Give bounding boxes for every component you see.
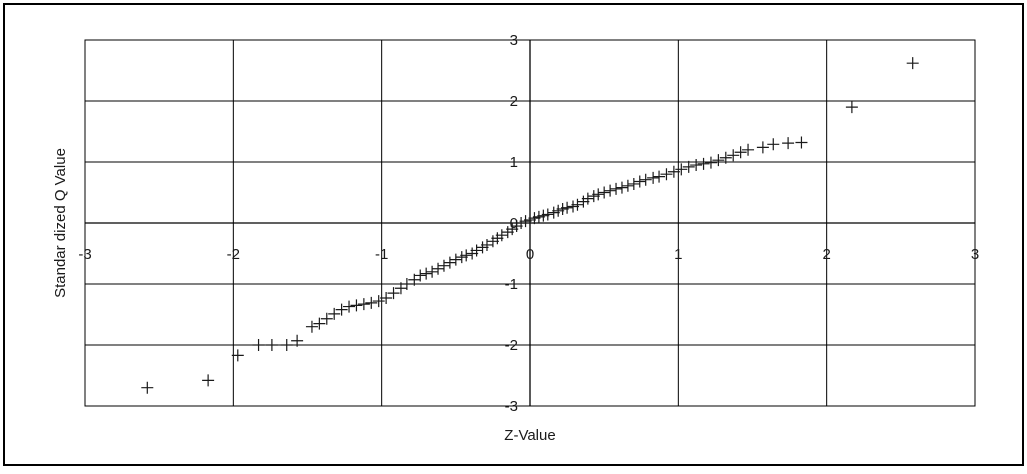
- data-point: [328, 307, 341, 320]
- x-tick-label: 0: [526, 246, 534, 263]
- data-point: [639, 173, 652, 186]
- data-point: [633, 175, 646, 188]
- data-point: [320, 312, 333, 325]
- data-point: [432, 262, 445, 275]
- data-point: [697, 157, 710, 170]
- data-point: [767, 138, 780, 151]
- data-point: [561, 201, 574, 214]
- data-point: [592, 188, 605, 201]
- data-point: [734, 146, 747, 159]
- x-tick-label: 1: [674, 246, 682, 263]
- x-tick-label: -2: [227, 246, 240, 263]
- data-point: [202, 374, 215, 387]
- data-point: [571, 198, 584, 211]
- data-point: [756, 141, 769, 154]
- data-point: [343, 300, 356, 313]
- data-point: [495, 229, 508, 242]
- data-point: [231, 349, 244, 362]
- data-point: [291, 334, 304, 347]
- data-point: [449, 253, 462, 266]
- x-axis-label: Z-Value: [504, 427, 555, 444]
- data-point: [712, 154, 725, 167]
- data-point: [252, 339, 265, 351]
- data-point: [372, 295, 385, 308]
- data-point: [667, 165, 680, 178]
- data-point: [470, 244, 483, 257]
- data-point: [380, 292, 393, 305]
- y-axis-label: Standar dized Q Value: [52, 148, 69, 298]
- data-point: [906, 57, 919, 70]
- data-point: [675, 163, 688, 176]
- data-point: [727, 149, 740, 162]
- data-point: [598, 186, 611, 199]
- data-point: [782, 137, 795, 150]
- data-point: [719, 151, 732, 164]
- data-point: [690, 159, 703, 172]
- data-point: [660, 168, 673, 181]
- data-point: [647, 171, 660, 184]
- data-point: [460, 249, 473, 262]
- data-point: [141, 381, 154, 394]
- data-point: [541, 208, 554, 221]
- data-point: [581, 192, 594, 205]
- data-point: [305, 320, 318, 333]
- data-point: [615, 181, 628, 194]
- outer-border: [3, 3, 1024, 466]
- data-point: [610, 182, 623, 195]
- data-point: [414, 269, 427, 282]
- y-tick-label: 0: [510, 215, 518, 232]
- x-tick-label: -1: [375, 246, 388, 263]
- data-point: [350, 299, 363, 312]
- data-point: [604, 184, 617, 197]
- data-point: [365, 296, 378, 309]
- data-point: [420, 267, 433, 280]
- data-point: [682, 160, 695, 173]
- y-tick-label: 2: [510, 93, 518, 110]
- data-point: [357, 298, 370, 311]
- data-point: [335, 303, 348, 316]
- data-point: [845, 101, 858, 114]
- data-point: [443, 256, 456, 269]
- data-point: [426, 265, 439, 278]
- y-tick-label: 1: [510, 154, 518, 171]
- data-point: [795, 136, 808, 149]
- data-point: [265, 339, 278, 351]
- data-point: [621, 179, 634, 192]
- data-point: [742, 143, 755, 156]
- data-point: [387, 287, 400, 300]
- x-tick-label: -3: [78, 246, 91, 263]
- data-point: [400, 278, 413, 290]
- x-tick-label: 2: [822, 246, 830, 263]
- tick-labels: -3 -2 -1 0 1 2 3 3 2 1 0 -1 -2 -3: [78, 32, 979, 415]
- data-points: [141, 57, 919, 394]
- data-point: [704, 156, 717, 169]
- data-point: [280, 339, 293, 351]
- y-tick-label: -2: [505, 337, 518, 354]
- data-point: [653, 170, 666, 183]
- data-point: [437, 259, 450, 272]
- y-tick-label: -3: [505, 398, 518, 415]
- x-tick-label: 3: [971, 246, 979, 263]
- data-point: [627, 177, 640, 190]
- y-tick-label: 3: [510, 32, 518, 49]
- y-tick-label: -1: [505, 276, 518, 293]
- data-point: [313, 317, 326, 330]
